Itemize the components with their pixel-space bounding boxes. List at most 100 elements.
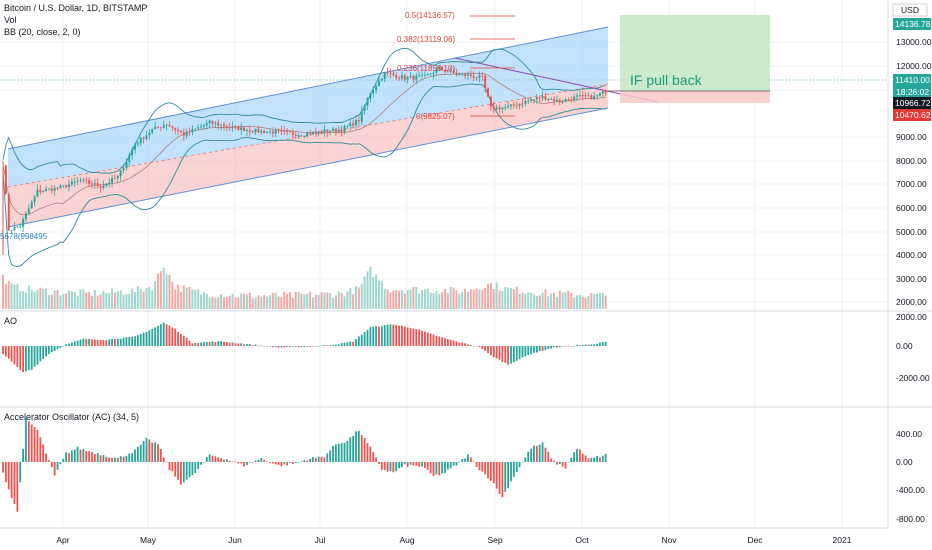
- volume-bar: [507, 287, 510, 309]
- ac-bar: [191, 462, 194, 476]
- volume-bar: [481, 290, 484, 309]
- ao-bar: [266, 345, 268, 347]
- volume-bar: [300, 293, 303, 309]
- candle-body: [584, 95, 587, 97]
- ao-bar: [567, 345, 570, 347]
- volume-bar: [380, 281, 383, 309]
- profit-zone: [620, 15, 770, 91]
- volume-bar: [139, 288, 142, 309]
- bb-left-label: 5678(998495: [0, 232, 48, 241]
- candle-body: [154, 126, 157, 130]
- x-tick-label: Apr: [56, 535, 69, 545]
- volume-bar: [553, 292, 556, 309]
- ac-bar: [111, 457, 113, 462]
- volume-bar: [159, 271, 162, 309]
- ao-bar: [277, 346, 280, 348]
- ao-bar: [85, 339, 88, 346]
- volume-bar: [68, 290, 71, 309]
- channel-bottom-line: [7, 107, 609, 228]
- ac-bar: [114, 457, 116, 462]
- ac-bar: [25, 418, 27, 462]
- volume-bar: [16, 283, 19, 309]
- volume-bar: [85, 292, 88, 309]
- volume-bar: [484, 287, 487, 309]
- volume-bar: [311, 297, 314, 309]
- candle-body: [372, 89, 375, 94]
- ac-bar: [280, 462, 283, 467]
- candle-body: [39, 189, 42, 192]
- ac-bar: [177, 462, 179, 480]
- ao-bar: [59, 346, 62, 348]
- candle-body: [59, 185, 62, 189]
- ac-bar: [48, 460, 50, 462]
- ac-bar: [225, 459, 228, 462]
- ac-bar: [435, 462, 438, 475]
- candle-body: [33, 196, 36, 203]
- ao-bar: [458, 342, 461, 346]
- candle-body: [113, 178, 116, 180]
- x-tick-label: Nov: [661, 535, 677, 545]
- candle-body: [570, 99, 573, 101]
- fib-0236-label: 0.236(11858.10): [397, 64, 455, 73]
- ac-bar: [205, 457, 208, 462]
- candle-body: [90, 183, 93, 185]
- volume-bar: [194, 289, 197, 309]
- candle-body: [291, 132, 294, 135]
- candle-body: [581, 95, 584, 97]
- volume-bar: [309, 291, 312, 309]
- candle-body: [527, 100, 530, 102]
- ac-bar: [475, 462, 478, 467]
- candle-body: [449, 70, 452, 72]
- ao-bar: [139, 334, 142, 346]
- candle-body: [159, 127, 162, 129]
- ao-bar: [145, 331, 148, 346]
- candle-body: [587, 95, 590, 97]
- volume-bar: [369, 266, 372, 309]
- ao-bar: [601, 341, 604, 346]
- chart-text: IF pull back 0.5(14136.57) 0.382(13119.0…: [0, 11, 703, 241]
- candle-body: [458, 74, 461, 76]
- ac-bar: [260, 457, 263, 462]
- volume-bar: [214, 297, 217, 309]
- volume-bar: [604, 295, 607, 309]
- ao-bar: [578, 345, 581, 346]
- ac-bar: [521, 461, 524, 463]
- ac-bar: [472, 461, 475, 463]
- volume-bar: [593, 294, 596, 309]
- ao-bar: [56, 346, 59, 350]
- candle-body: [128, 155, 131, 162]
- candle-body: [366, 98, 369, 106]
- volume-bar: [377, 280, 380, 309]
- candle-body: [27, 208, 30, 214]
- ao-bar: [504, 346, 507, 363]
- candle-body: [214, 122, 217, 124]
- ao-bar: [452, 340, 455, 346]
- candle-body: [254, 128, 257, 133]
- ao-bar: [535, 346, 538, 353]
- volume-bar: [102, 291, 105, 309]
- volume-bar: [409, 290, 412, 309]
- volume-bar: [389, 292, 392, 309]
- ao-bar: [168, 325, 171, 346]
- ao-bar: [312, 346, 314, 347]
- x-tick-label: Sep: [487, 535, 502, 545]
- ao-bar: [435, 335, 438, 346]
- volume-bar: [257, 295, 260, 309]
- candle-body: [7, 194, 10, 231]
- ac-bar: [96, 453, 99, 462]
- candle-body: [332, 128, 335, 132]
- candle-body: [165, 124, 168, 126]
- ao-bar: [438, 336, 441, 346]
- tag-mid: 10966.72: [895, 98, 931, 108]
- ao-bar: [455, 341, 458, 346]
- ac-bar: [604, 453, 607, 462]
- candle-body: [320, 131, 323, 133]
- candle-body: [306, 133, 309, 137]
- candle-body: [177, 129, 180, 131]
- ac-bar: [145, 437, 148, 462]
- ao-bar: [495, 346, 498, 359]
- ac-bar: [398, 462, 400, 469]
- ao-bar: [355, 338, 357, 346]
- ac-bar: [337, 443, 340, 462]
- volume-bar: [432, 293, 435, 309]
